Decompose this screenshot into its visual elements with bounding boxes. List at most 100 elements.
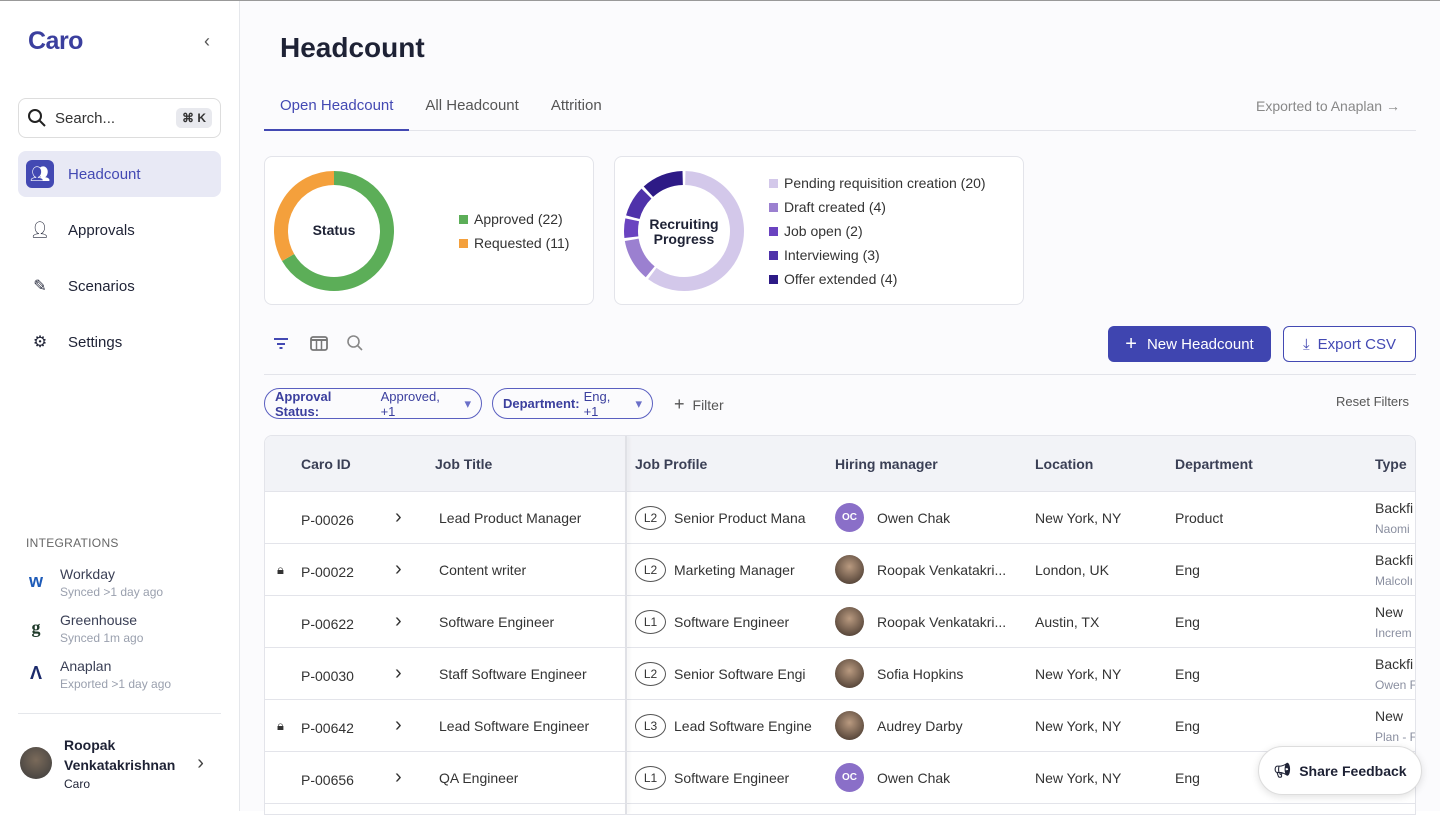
main-content: Headcount Open Headcount All Headcount A… [240, 1, 1440, 815]
job-title: Staff Software Engineer [439, 665, 587, 682]
manager-name: Roopak Venkatakri... [877, 561, 1007, 578]
donut-slice[interactable] [626, 188, 652, 220]
divider [264, 374, 1416, 375]
tab-all-headcount[interactable]: All Headcount [425, 97, 519, 114]
filter-chip-approval-status[interactable]: Approval Status: Approved, +1 ▾ [264, 388, 482, 419]
type-cell: Backfi Owen F [1375, 648, 1415, 699]
reset-filters-button[interactable]: Reset Filters [1336, 394, 1409, 409]
columns-icon[interactable] [310, 334, 328, 352]
sidebar-item-settings[interactable]: ⚙︎ Settings [18, 319, 221, 365]
column-header[interactable]: Hiring manager [835, 455, 938, 472]
legend-label: Pending requisition creation (20) [784, 175, 986, 191]
exported-link[interactable]: Exported to Anaplan → [1256, 98, 1400, 114]
anaplan-icon: Λ [29, 662, 42, 683]
table-row[interactable]: P-00026 › Lead Product Manager L2 Senior … [265, 492, 1415, 544]
job-profile: L2 Marketing Manager [635, 544, 815, 595]
column-header[interactable]: Department [1175, 455, 1253, 472]
type: New [1375, 707, 1404, 724]
tab-attrition[interactable]: Attrition [550, 97, 602, 114]
column-header[interactable]: Job Profile [635, 455, 708, 472]
user-check-icon: 👤︎ [29, 222, 51, 239]
new-headcount-button[interactable]: + New Headcount [1108, 326, 1271, 362]
donut-slice[interactable] [282, 171, 394, 291]
expand-chevron-icon[interactable]: › [395, 558, 402, 580]
table-row[interactable]: 🔒︎ P-00022 › Content writer L2 Marketing … [265, 544, 1415, 596]
user-menu[interactable]: Roopak Venkatakrishnan Caro › [20, 735, 204, 791]
location: New York, NY [1035, 769, 1122, 786]
column-header[interactable]: Job Title [435, 455, 493, 472]
legend-label: Draft created (4) [784, 199, 886, 215]
collapse-sidebar-icon[interactable]: ‹ [204, 31, 210, 51]
type-cell: New Increm [1375, 596, 1415, 647]
job-profile: L2 Senior Product Mana [635, 492, 815, 543]
pen-icon: ✎ [33, 278, 47, 295]
sidebar-item-label: Approvals [68, 221, 135, 239]
donut-slice[interactable] [624, 218, 640, 239]
department: Eng [1175, 717, 1200, 734]
integration-status: Synced >1 day ago [60, 585, 164, 599]
job-profile: L2 Senior Software Engi [635, 648, 815, 699]
caro-id: P-00030 [301, 667, 354, 684]
job-title: QA Engineer [439, 769, 519, 786]
expand-chevron-icon[interactable]: › [395, 662, 402, 684]
table-row[interactable]: 🔒︎ P-00642 › Lead Software Engineer L3 Le… [265, 700, 1415, 752]
donut-slice[interactable] [648, 171, 744, 291]
headcount-table: Caro ID Job Title Job Profile Hiring manage… [264, 435, 1416, 815]
user-first-name: Roopak [64, 737, 116, 753]
divider [18, 713, 221, 714]
sidebar: Caro ‹ Search... ⌘ K 👥︎ Headcount 👤︎ Approv… [0, 1, 240, 811]
export-csv-button[interactable]: ⤓ Export CSV [1283, 326, 1416, 362]
integration-greenhouse[interactable]: g Greenhouse Synced 1m ago [24, 612, 144, 645]
manager-name: Audrey Darby [877, 717, 963, 734]
sidebar-item-headcount[interactable]: 👥︎ Headcount [18, 151, 221, 197]
donut-slice[interactable] [643, 171, 684, 198]
table-row[interactable]: P-00030 › Staff Software Engineer L2 Seni… [265, 648, 1415, 700]
column-header[interactable]: Type [1375, 455, 1407, 472]
table-row[interactable]: P-00622 › Software Engineer L1 Software E… [265, 596, 1415, 648]
sidebar-item-scenarios[interactable]: ✎ Scenarios [18, 263, 221, 309]
shortcut-badge: ⌘ K [176, 108, 212, 128]
integration-workday[interactable]: w Workday Synced >1 day ago [24, 566, 163, 599]
expand-chevron-icon[interactable]: › [395, 714, 402, 736]
add-filter-button[interactable]: + Filter [674, 394, 724, 415]
sidebar-item-approvals[interactable]: 👤︎ Approvals [18, 207, 221, 253]
recruiting-legend: Pending requisition creation (20) Draft c… [769, 171, 986, 291]
table-row[interactable]: P-00656 › QA Engineer L1 Software Enginee… [265, 752, 1415, 804]
caro-id: P-00022 [301, 563, 354, 580]
hiring-manager: Roopak Venkatakri... [835, 544, 1006, 595]
share-feedback-button[interactable]: 📢︎ Share Feedback [1258, 746, 1422, 795]
tabs: Open Headcount All Headcount Attrition [264, 87, 1416, 131]
tab-open-headcount[interactable]: Open Headcount [264, 87, 410, 131]
department: Eng [1175, 665, 1200, 682]
lock-icon: 🔒︎ [277, 717, 284, 733]
gear-icon: ⚙︎ [32, 334, 48, 351]
column-header[interactable]: Location [1035, 455, 1094, 472]
level-badge: L1 [635, 609, 666, 634]
expand-chevron-icon[interactable]: › [395, 766, 402, 788]
legend-label: Requested (11) [474, 235, 570, 251]
integration-name: Workday [60, 566, 115, 582]
expand-chevron-icon[interactable]: › [395, 610, 402, 632]
filter-icon[interactable] [272, 334, 290, 352]
donut-slice[interactable] [274, 171, 335, 261]
integration-status: Exported >1 day ago [60, 677, 172, 691]
integration-anaplan[interactable]: Λ Anaplan Exported >1 day ago [24, 658, 171, 691]
legend-swatch [769, 202, 778, 212]
chart-title: Recruiting Progress [649, 216, 719, 247]
expand-chevron-icon[interactable]: › [395, 506, 402, 528]
search-icon [28, 109, 46, 127]
donut-slice[interactable] [624, 238, 655, 278]
legend-swatch [769, 274, 778, 284]
department: Eng [1175, 613, 1200, 630]
profile-name: Marketing Manager [674, 561, 795, 578]
search-icon[interactable] [346, 334, 364, 352]
legend-swatch [459, 238, 468, 248]
level-badge: L3 [635, 713, 666, 738]
filter-chip-department[interactable]: Department: Eng, +1 ▾ [492, 388, 653, 419]
avatar [20, 747, 52, 779]
department: Product [1175, 509, 1224, 526]
column-header[interactable]: Caro ID [301, 455, 351, 472]
search-input[interactable]: Search... ⌘ K [18, 98, 221, 138]
legend-swatch [769, 178, 778, 188]
user-org: Caro [64, 777, 91, 791]
